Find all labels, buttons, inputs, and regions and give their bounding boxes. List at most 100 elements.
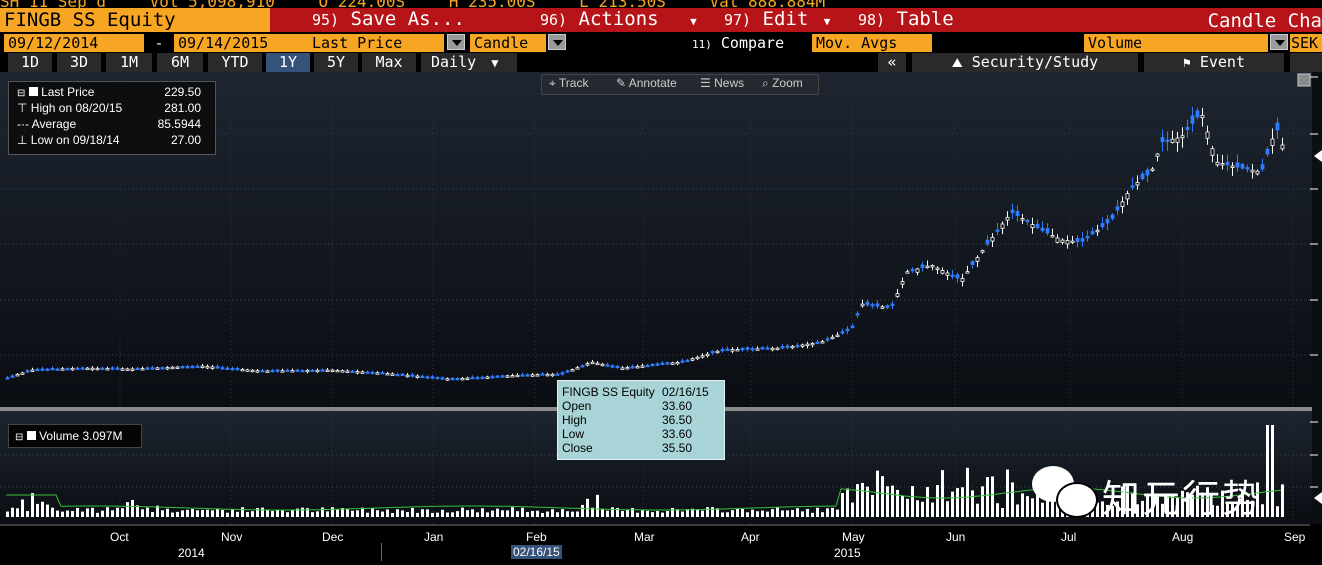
candle-body [125, 368, 130, 371]
candle-body [740, 347, 745, 351]
x-year-label: 2014 [178, 546, 205, 560]
candle-body [915, 268, 920, 273]
candle-body [550, 373, 555, 377]
volume-bar [186, 509, 189, 517]
candle-body [1025, 219, 1030, 223]
compare-button[interactable]: 11) Compare [692, 34, 784, 52]
volume-bar [1256, 482, 1259, 517]
legend-low-label: Low on 09/18/14 [30, 133, 120, 147]
x-month-label: Jul [1061, 530, 1077, 544]
volume-select[interactable]: Volume [1084, 34, 1268, 52]
volume-dropdown-button[interactable] [1270, 34, 1288, 50]
candle-body [425, 376, 430, 379]
ticker-item: H 235.00S [449, 0, 536, 8]
candle-body [680, 360, 685, 363]
x-year-label: 2015 [834, 546, 861, 560]
more-button[interactable] [1290, 53, 1322, 72]
volume-bar [101, 510, 104, 517]
candle-body [935, 267, 940, 270]
candle-body [60, 368, 65, 371]
range-max-button[interactable]: Max [362, 53, 416, 72]
candle-body [355, 371, 360, 374]
volume-bar [106, 507, 109, 517]
range-ytd-button[interactable]: YTD [208, 53, 262, 72]
candle-body [1075, 238, 1080, 243]
chart-type-select[interactable]: Candle [470, 34, 546, 52]
candle-body [875, 303, 880, 307]
range-1m-button[interactable]: 1M [106, 53, 152, 72]
security-field[interactable]: FINGB SS Equity [0, 8, 270, 32]
end-date-field[interactable]: 09/14/2015 [174, 34, 308, 52]
volume-bar [496, 508, 499, 517]
volume-bar [141, 509, 144, 517]
candle-body [1280, 144, 1285, 150]
candle-body [1195, 110, 1200, 118]
mov-avgs-select[interactable]: Mov. Avgs [812, 34, 932, 52]
volume-bar [786, 510, 789, 517]
collapse-button[interactable]: « [878, 53, 906, 72]
range-3d-button[interactable]: 3D [57, 53, 101, 72]
volume-bar [1276, 506, 1279, 517]
range-1d-button[interactable]: 1D [8, 53, 52, 72]
start-date-field[interactable]: 09/12/2014 [4, 34, 144, 52]
range-1y-button[interactable]: 1Y [266, 53, 310, 72]
range-6m-button[interactable]: 6M [157, 53, 203, 72]
candle-body [665, 362, 670, 365]
menu-label: Edit [762, 8, 809, 30]
volume-bar [151, 511, 154, 517]
table-menu[interactable]: 98) Table [858, 8, 954, 32]
volume-bar [111, 510, 114, 517]
dropdown-arrow-icon: ▼ [491, 56, 499, 70]
candle-body [820, 341, 825, 344]
candle-body [350, 370, 355, 373]
annotate-label: Annotate [628, 76, 677, 90]
event-label: Event [1199, 53, 1245, 71]
candle-body [655, 363, 660, 366]
volume-bar [911, 486, 914, 517]
save-as-menu[interactable]: 95) Save As... [312, 8, 465, 32]
field-dropdown-button[interactable] [447, 34, 465, 50]
annotate-tool[interactable]: ✎ Annotate [616, 76, 677, 90]
news-tool[interactable]: ☰ News [700, 76, 744, 90]
security-study-button[interactable]: ⛰ Security/Study [912, 53, 1138, 72]
chart-type-dropdown-button[interactable] [548, 34, 566, 50]
tooltip-close-value: 35.50 [662, 441, 693, 455]
edit-menu[interactable]: 97) Edit ▼ [724, 8, 830, 32]
volume-bar [466, 510, 469, 517]
volume-bar [1176, 497, 1179, 517]
legend-toggle-icon[interactable]: ⊟ [15, 432, 24, 443]
x-month-label: Jan [424, 530, 444, 544]
candle-body [190, 365, 195, 369]
zoom-tool[interactable]: ⌕ Zoom [762, 76, 803, 91]
volume-bar [66, 510, 69, 517]
volume-bar [1281, 484, 1284, 517]
period-select[interactable]: Daily ▼ [421, 53, 517, 72]
volume-bar [866, 486, 869, 517]
field-select[interactable]: Last Price [308, 34, 444, 52]
track-tool[interactable]: ⌖ Track [549, 76, 588, 91]
volume-bar [511, 507, 514, 517]
volume-bar [291, 509, 294, 517]
volume-bar [961, 487, 964, 517]
volume-bar [1096, 502, 1099, 517]
legend-toggle-icon[interactable]: ⊟ [17, 88, 26, 99]
event-button[interactable]: ⚑ Event [1144, 53, 1284, 72]
actions-menu[interactable]: 96) Actions ▼ [540, 8, 697, 32]
volume-bar [36, 503, 39, 517]
volume-bar [326, 511, 329, 517]
volume-bar [516, 511, 519, 517]
candle-body [1000, 223, 1005, 229]
candle-body [555, 373, 560, 376]
price-chart[interactable] [0, 72, 1322, 565]
volume-bar [456, 511, 459, 517]
range-5y-button[interactable]: 5Y [314, 53, 358, 72]
volume-bar [791, 509, 794, 517]
volume-bar [666, 511, 669, 517]
candle-body [250, 369, 255, 373]
currency-field[interactable]: SEK [1290, 34, 1322, 52]
volume-bar [411, 507, 414, 517]
volume-bar [1226, 502, 1229, 517]
volume-bar [526, 511, 529, 517]
x-month-label: Aug [1172, 530, 1194, 544]
candle-body [755, 348, 760, 351]
